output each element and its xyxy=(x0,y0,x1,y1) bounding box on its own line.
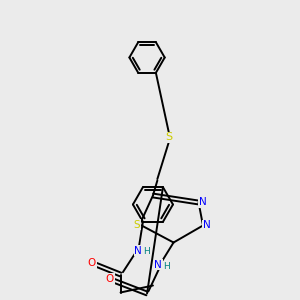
Text: N: N xyxy=(203,220,211,230)
Text: H: H xyxy=(164,262,170,271)
Text: H: H xyxy=(143,248,150,256)
Text: N: N xyxy=(199,197,206,207)
Text: O: O xyxy=(88,258,96,268)
Text: N: N xyxy=(134,245,142,256)
Text: S: S xyxy=(166,133,173,142)
Text: S: S xyxy=(134,220,140,230)
Text: O: O xyxy=(106,274,114,284)
Text: N: N xyxy=(154,260,162,269)
